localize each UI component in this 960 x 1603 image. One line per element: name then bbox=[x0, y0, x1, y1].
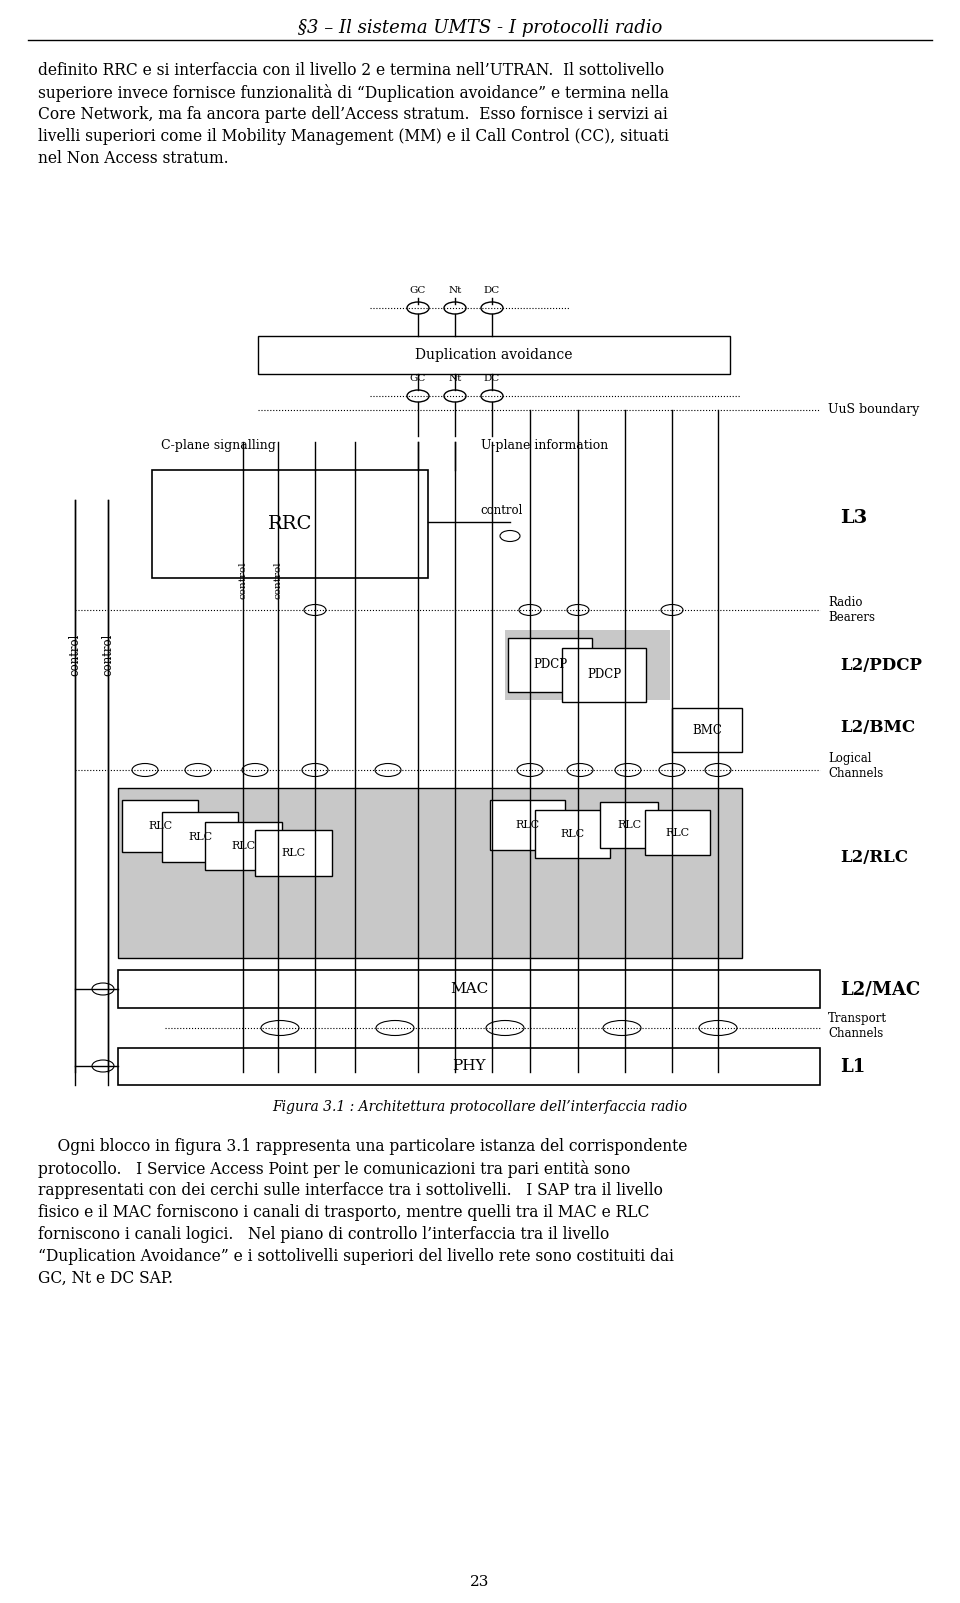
Text: Ogni blocco in figura 3.1 rappresenta una particolare istanza del corrispondente: Ogni blocco in figura 3.1 rappresenta un… bbox=[38, 1138, 687, 1156]
Bar bbox=[255, 830, 332, 875]
Text: RLC: RLC bbox=[188, 832, 212, 842]
Text: Logical
Channels: Logical Channels bbox=[828, 752, 883, 781]
Text: rappresentati con dei cerchi sulle interfacce tra i sottolivelli.   I SAP tra il: rappresentati con dei cerchi sulle inter… bbox=[38, 1181, 662, 1199]
Text: Transport
Channels: Transport Channels bbox=[828, 1011, 887, 1040]
Text: RLC: RLC bbox=[617, 821, 641, 830]
Bar bbox=[562, 648, 646, 702]
Text: 23: 23 bbox=[470, 1576, 490, 1589]
Text: forniscono i canali logici.   Nel piano di controllo l’interfaccia tra il livell: forniscono i canali logici. Nel piano di… bbox=[38, 1226, 610, 1242]
Text: MAC: MAC bbox=[450, 983, 488, 995]
Text: L2/BMC: L2/BMC bbox=[840, 720, 915, 736]
Bar bbox=[118, 1048, 820, 1085]
Text: Nt: Nt bbox=[448, 285, 462, 295]
Text: L2/RLC: L2/RLC bbox=[840, 850, 908, 867]
Text: L1: L1 bbox=[840, 1058, 865, 1076]
Text: Figura 3.1 : Architettura protocollare dell’interfaccia radio: Figura 3.1 : Architettura protocollare d… bbox=[273, 1100, 687, 1114]
Text: §3 – Il sistema UMTS - I protocolli radio: §3 – Il sistema UMTS - I protocolli radi… bbox=[298, 19, 662, 37]
Bar bbox=[258, 337, 730, 373]
Bar bbox=[535, 810, 610, 858]
Text: Duplication avoidance: Duplication avoidance bbox=[416, 348, 573, 362]
Bar bbox=[118, 970, 820, 1008]
Text: RLC: RLC bbox=[516, 821, 540, 830]
Text: RLC: RLC bbox=[148, 821, 172, 830]
Text: PHY: PHY bbox=[452, 1060, 486, 1074]
Bar bbox=[645, 810, 710, 854]
Bar bbox=[505, 630, 670, 701]
Text: Core Network, ma fa ancora parte dell’Access stratum.  Esso fornisce i servizi a: Core Network, ma fa ancora parte dell’Ac… bbox=[38, 106, 668, 123]
Text: L2/MAC: L2/MAC bbox=[840, 979, 921, 999]
Text: Radio
Bearers: Radio Bearers bbox=[828, 596, 875, 624]
Text: BMC: BMC bbox=[692, 723, 722, 736]
Bar bbox=[672, 709, 742, 752]
Text: L2/PDCP: L2/PDCP bbox=[840, 657, 922, 673]
Text: nel Non Access stratum.: nel Non Access stratum. bbox=[38, 151, 228, 167]
Text: GC, Nt e DC SAP.: GC, Nt e DC SAP. bbox=[38, 1270, 173, 1287]
Text: GC: GC bbox=[410, 373, 426, 383]
Text: RLC: RLC bbox=[561, 829, 585, 838]
Bar bbox=[122, 800, 198, 853]
Text: U-plane information: U-plane information bbox=[481, 439, 609, 452]
Text: superiore invece fornisce funzionalità di “Duplication avoidance” e termina nell: superiore invece fornisce funzionalità d… bbox=[38, 83, 669, 103]
Bar bbox=[205, 822, 282, 870]
Text: control: control bbox=[480, 503, 522, 516]
Text: “Duplication Avoidance” e i sottolivelli superiori del livello rete sono costitu: “Duplication Avoidance” e i sottolivelli… bbox=[38, 1249, 674, 1265]
Text: livelli superiori come il Mobility Management (MM) e il Call Control (CC), situa: livelli superiori come il Mobility Manag… bbox=[38, 128, 669, 144]
Bar bbox=[118, 789, 742, 959]
Text: PDCP: PDCP bbox=[533, 659, 567, 672]
Text: control: control bbox=[274, 561, 282, 600]
Text: PDCP: PDCP bbox=[587, 668, 621, 681]
Text: Nt: Nt bbox=[448, 373, 462, 383]
Text: RLC: RLC bbox=[665, 827, 689, 837]
Text: RLC: RLC bbox=[281, 848, 305, 858]
Text: DC: DC bbox=[484, 373, 500, 383]
Text: L3: L3 bbox=[840, 510, 867, 527]
Text: RRC: RRC bbox=[268, 515, 312, 534]
Text: control: control bbox=[238, 561, 248, 600]
Text: RLC: RLC bbox=[231, 842, 255, 851]
Bar bbox=[600, 802, 658, 848]
Bar bbox=[162, 813, 238, 862]
Text: DC: DC bbox=[484, 285, 500, 295]
Text: UuS boundary: UuS boundary bbox=[828, 404, 920, 417]
Text: GC: GC bbox=[410, 285, 426, 295]
Bar bbox=[152, 470, 428, 579]
Text: fisico e il MAC forniscono i canali di trasporto, mentre quelli tra il MAC e RLC: fisico e il MAC forniscono i canali di t… bbox=[38, 1204, 649, 1221]
Bar bbox=[508, 638, 592, 692]
Bar bbox=[490, 800, 565, 850]
Text: definito RRC e si interfaccia con il livello 2 e termina nell’UTRAN.  Il sottoli: definito RRC e si interfaccia con il liv… bbox=[38, 63, 664, 79]
Text: protocollo.   I Service Access Point per le comunicazioni tra pari entità sono: protocollo. I Service Access Point per l… bbox=[38, 1161, 631, 1178]
Text: control: control bbox=[102, 633, 114, 676]
Text: control: control bbox=[68, 633, 82, 676]
Text: C-plane signalling: C-plane signalling bbox=[160, 439, 276, 452]
